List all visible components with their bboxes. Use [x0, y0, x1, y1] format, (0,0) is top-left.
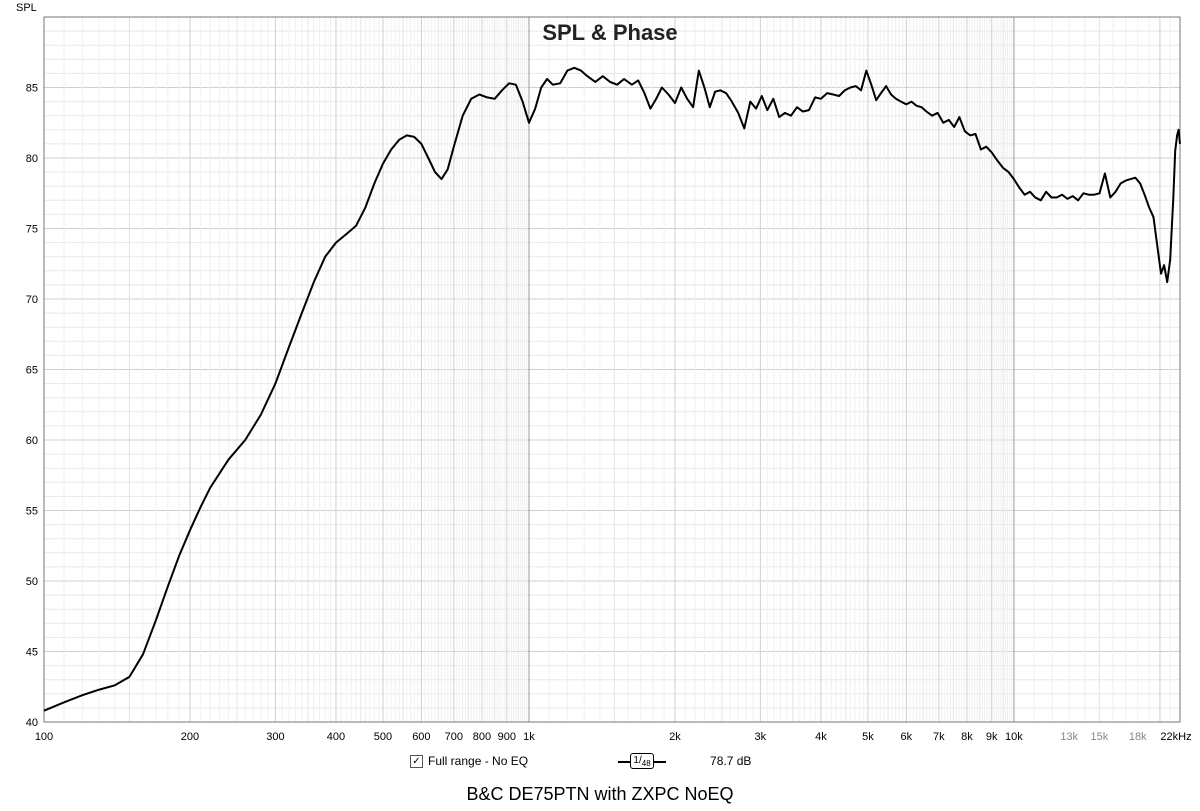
x-tick-label: 10k [1005, 731, 1023, 743]
x-tick-label: 1k [523, 731, 535, 743]
y-tick-label: 50 [26, 576, 38, 588]
y-tick-labels: 40 45 50 55 60 65 70 75 80 85 [26, 83, 38, 730]
x-tick-label: 6k [901, 731, 913, 743]
y-tick-label: 85 [26, 83, 38, 95]
x-tick-label: 18k [1129, 731, 1147, 743]
y-tick-label: 40 [26, 717, 38, 729]
legend-value-readout: 78.7 dB [710, 754, 752, 768]
smoothing-badge: 1/48 [630, 753, 655, 769]
x-tick-label: 800 [473, 731, 491, 743]
smoothing-numerator: 1 [633, 755, 639, 766]
y-axis-label: SPL [16, 2, 37, 14]
y-tick-label: 65 [26, 365, 38, 377]
y-tick-label: 55 [26, 506, 38, 518]
y-tick-label: 60 [26, 435, 38, 447]
y-tick-label: 80 [26, 153, 38, 165]
x-tick-label: 4k [815, 731, 827, 743]
x-tick-labels: 100 200 300 400 500 600 700 800 900 1k 2k 3k 4k 5k 6k 7… [35, 731, 1192, 743]
x-tick-label: 3k [755, 731, 767, 743]
x-tick-label: 7k [933, 731, 945, 743]
x-tick-label: 13k [1060, 731, 1078, 743]
x-tick-label: 9k [986, 731, 998, 743]
x-tick-label: 8k [961, 731, 973, 743]
x-tick-label: 200 [181, 731, 199, 743]
grid-lines [43, 17, 1181, 722]
y-tick-label: 70 [26, 294, 38, 306]
x-tick-label: 2k [669, 731, 681, 743]
plot-frame [43, 16, 1181, 723]
x-tick-label: 700 [445, 731, 463, 743]
smoothing-indicator[interactable]: 1/48 [618, 752, 667, 770]
x-tick-label: 900 [498, 731, 516, 743]
legend: ✓ Full range - No EQ 1/48 78.7 dB [410, 752, 751, 770]
x-tick-label: 600 [412, 731, 430, 743]
x-tick-label: 22kHz [1160, 731, 1191, 743]
series-checkbox[interactable]: ✓ [410, 754, 423, 768]
x-tick-label: 400 [327, 731, 345, 743]
x-tick-label: 5k [862, 731, 874, 743]
x-tick-label: 15k [1090, 731, 1108, 743]
x-tick-label: 100 [35, 731, 53, 743]
chart-caption: B&C DE75PTN with ZXPC NoEQ [466, 784, 734, 804]
smoothing-denominator: 48 [641, 759, 651, 768]
chart-title: SPL & Phase [542, 20, 678, 45]
x-tick-label: 300 [266, 731, 284, 743]
y-tick-label: 45 [26, 647, 38, 659]
spl-trace-line[interactable] [43, 66, 1181, 712]
legend-series-name[interactable]: Full range - No EQ [428, 754, 529, 768]
x-tick-label: 500 [374, 731, 392, 743]
y-tick-label: 75 [26, 224, 38, 236]
